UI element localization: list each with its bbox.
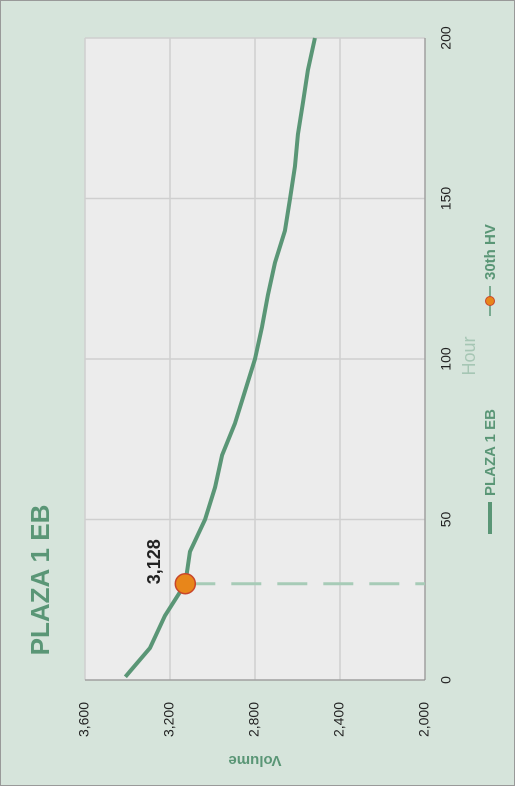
data-label: 3,128	[144, 539, 164, 584]
x-tick-label: 50	[438, 512, 454, 528]
x-tick-label: 200	[438, 26, 454, 50]
y-tick-label: 2,800	[246, 702, 262, 737]
series-line	[123, 37, 317, 679]
x-axis-title: Hour	[459, 336, 479, 375]
rotated-chart: PLAZA 1 EB Hour Volume 2,000 2,400 2,800 3,…	[25, 26, 499, 769]
legend-label: 30th HV	[482, 224, 499, 280]
chart-title: PLAZA 1 EB	[25, 505, 55, 656]
y-tick-label: 2,000	[416, 702, 432, 737]
y-tick-label: 3,200	[161, 702, 177, 737]
legend-marker	[485, 296, 495, 306]
highlight-point	[174, 572, 197, 595]
y-tick-label: 3,600	[76, 702, 92, 737]
x-tick-label: 150	[438, 187, 454, 211]
x-tick-label: 0	[438, 676, 454, 684]
legend-label: PLAZA 1 EB	[482, 409, 499, 496]
x-tick-label: 100	[438, 347, 454, 371]
y-axis-title: Volume	[228, 752, 281, 769]
y-tick-label: 2,400	[331, 702, 347, 737]
